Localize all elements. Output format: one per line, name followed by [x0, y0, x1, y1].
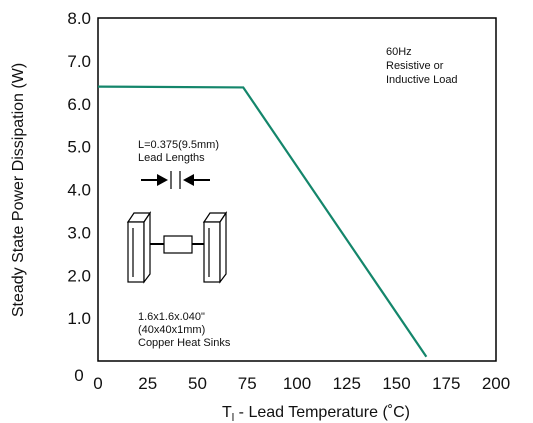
- x-tick-labels: 0 25 50 75 100 125 150 175 200: [93, 374, 510, 393]
- y-tick-label: 6.0: [67, 95, 91, 114]
- x-axis-title-rest: - Lead Temperature (˚C): [234, 404, 410, 421]
- x-tick-label: 100: [283, 374, 311, 393]
- right-arrow-head: [183, 174, 194, 186]
- y-tick-label: 3.0: [67, 223, 91, 242]
- y-tick-labels: 1.0 2.0 3.0 4.0 5.0 6.0 7.0 8.0: [67, 9, 91, 328]
- annotation-60hz: 60Hz: [386, 46, 412, 58]
- heat-sink-diagram: [126, 211, 228, 284]
- annotation-inductive: Inductive Load: [386, 74, 458, 86]
- x-tick-label: 25: [138, 374, 157, 393]
- x-tick-label: 125: [333, 374, 361, 393]
- y-tick-label: 4.0: [67, 181, 91, 200]
- x-axis-title: Tl - Lead Temperature (˚C): [222, 404, 410, 423]
- annotation-heat-sinks: 1.6x1.6x.040" (40x40x1mm) Copper Heat Si…: [138, 311, 231, 349]
- left-sink-side: [143, 211, 151, 284]
- annotation-lead-spec: L=0.375(9.5mm): [138, 139, 219, 151]
- y-axis-title: Steady State Power Dissipation (W): [10, 63, 27, 317]
- y-tick-label: 7.0: [67, 52, 91, 71]
- x-axis-title-sub: l: [232, 412, 234, 423]
- x-tick-label: 175: [432, 374, 460, 393]
- annotation-sink-size-in: 1.6x1.6x.040": [138, 311, 205, 323]
- y-tick-label: 2.0: [67, 266, 91, 285]
- series-line: [97, 85, 428, 358]
- y-origin-label: 0: [74, 366, 83, 385]
- left-sink-front: [127, 221, 145, 283]
- diode-body: [163, 235, 193, 254]
- y-tick-label: 5.0: [67, 138, 91, 157]
- series-group: [97, 85, 428, 358]
- annotation-lead-length: L=0.375(9.5mm) Lead Lengths: [138, 139, 222, 164]
- annotation-resistive: Resistive or: [386, 60, 444, 72]
- x-tick-label: 0: [93, 374, 102, 393]
- annotation-sink-size-mm: (40x40x1mm): [138, 324, 205, 336]
- annotation-top-right: 60Hz Resistive or Inductive Load: [386, 46, 458, 86]
- x-tick-label: 200: [482, 374, 510, 393]
- annotation-lead-lengths: Lead Lengths: [138, 152, 205, 164]
- plot-frame: [97, 17, 497, 362]
- x-tick-label: 50: [188, 374, 207, 393]
- annotation-sink-material: Copper Heat Sinks: [138, 337, 231, 349]
- lead-length-diagram: [141, 171, 210, 189]
- x-tick-label: 75: [238, 374, 257, 393]
- x-tick-label: 150: [382, 374, 410, 393]
- y-tick-label: 1.0: [67, 309, 91, 328]
- right-sink-front: [203, 221, 221, 283]
- right-sink-side: [219, 211, 227, 284]
- x-axis-title-main: T: [222, 404, 232, 421]
- left-arrow-head: [157, 174, 168, 186]
- y-tick-label: 8.0: [67, 9, 91, 28]
